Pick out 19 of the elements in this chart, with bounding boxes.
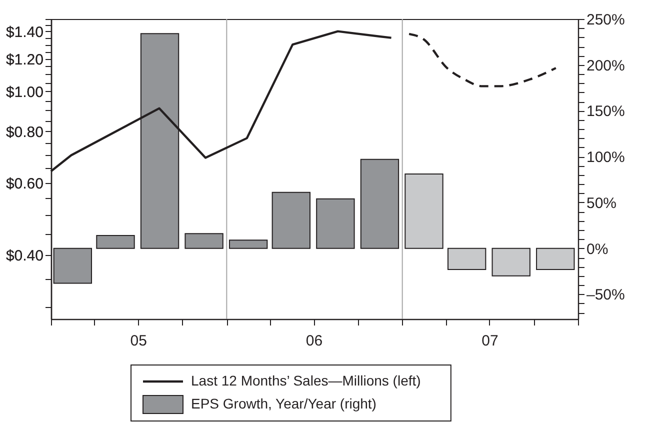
y2-tick-label: 200%: [586, 57, 625, 74]
line-series: [408, 32, 557, 88]
y-tick-label: $1.40: [6, 24, 44, 41]
legend-label: Last 12 Months’ Sales—Millions (left): [191, 372, 421, 388]
y2-tick-label: 50%: [586, 194, 617, 212]
legend-label: EPS Growth, Year/Year (right): [191, 396, 376, 412]
y-tick-label: $1.00: [6, 84, 44, 101]
x-tick-label: 05: [130, 332, 147, 350]
y-tick-label: $1.20: [6, 51, 44, 68]
x-tick-label: 06: [306, 332, 323, 350]
y-tick-label: $0.40: [6, 248, 44, 265]
y2-tick-label: 150%: [586, 103, 625, 120]
y2-tick-label: 0%: [586, 240, 608, 258]
y2-tick-label: –50%: [586, 286, 625, 304]
y2-tick-label: 100%: [586, 149, 625, 166]
y-tick-label: $0.80: [6, 124, 44, 141]
y2-tick-label: 250%: [586, 12, 625, 28]
y-tick-label: $0.60: [6, 175, 44, 192]
x-tick-label: 07: [482, 332, 498, 350]
